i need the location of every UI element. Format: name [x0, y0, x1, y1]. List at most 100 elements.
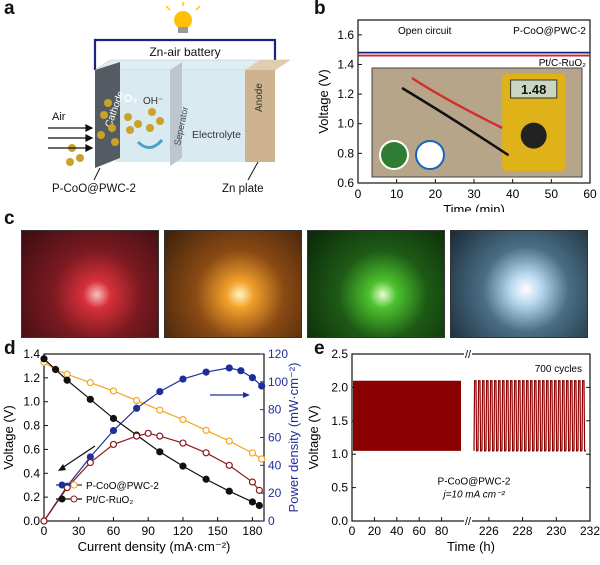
y-tick-label: 0.6: [23, 442, 40, 456]
x-axis-label: Time (h): [447, 539, 495, 554]
multimeter-screen: [510, 79, 558, 99]
x-tick-label: 0: [355, 187, 362, 201]
x-axis-label: Current density (mA·cm⁻²): [78, 539, 231, 554]
data-point: [255, 486, 263, 494]
data-point: [156, 432, 164, 440]
plot-frame: [43, 353, 265, 522]
oh-label: OH⁻: [143, 96, 163, 107]
black-lead: [401, 86, 510, 157]
y2-tick-label: 20: [268, 486, 282, 500]
y-tick-label: 0.8: [23, 419, 40, 433]
x-tick-label: 60: [583, 187, 597, 201]
legend-label-1: Pt/C-RuO₂: [539, 58, 586, 69]
data-point: [109, 440, 118, 449]
y2-tick-label: 60: [268, 431, 282, 445]
legend-marker-1: [58, 495, 66, 503]
photo-white-led: [450, 230, 588, 338]
data-point: [63, 376, 71, 384]
photo-green-led: [307, 230, 445, 338]
y-tick-label: 0.0: [23, 514, 40, 528]
x-tick-label: 90: [142, 524, 156, 538]
logo-left: [379, 140, 409, 170]
data-point: [179, 462, 187, 470]
y-tick-label: 0.5: [331, 481, 348, 495]
x-tick-label: 30: [72, 524, 86, 538]
data-point: [248, 449, 257, 457]
y-tick-label: 1.2: [337, 87, 354, 101]
chart-d-polarization: 0 30 60 90 120 150 180 0.0 0.2 0.4 0.6 0.8 1.0 1.2 1.4…: [1, 347, 301, 554]
data-point: [144, 429, 152, 437]
air-label: Air: [52, 111, 66, 123]
series-line-3: [43, 432, 260, 522]
air-arrows: [48, 124, 94, 152]
zn-air-battery-schematic: Zn-air battery Cathode O₂ OH⁻ Seperator …: [48, 2, 291, 195]
x-tick-label: 226: [479, 524, 499, 538]
data-point: [40, 517, 48, 525]
y-tick-label: 0.2: [23, 490, 40, 504]
y-tick-label: 1.5: [331, 414, 348, 428]
y-tick-label: 0.0: [331, 514, 348, 528]
arrow-to-voltage-axis: [61, 445, 96, 469]
data-point: [156, 448, 164, 456]
data-point: [179, 439, 187, 447]
x-tick-label: 60: [413, 524, 427, 538]
y-tick-label: 1.2: [23, 371, 40, 385]
x-tick-label: 80: [435, 524, 449, 538]
y-tick-label: 1.4: [23, 347, 40, 361]
data-point: [179, 375, 187, 383]
circuit-wire: [93, 38, 277, 70]
zn-plate-label: Zn plate: [222, 183, 264, 195]
logo-right: [415, 140, 445, 170]
legend-label-1: Pt/C-RuO₂: [86, 495, 133, 506]
arrow-head-left: [58, 464, 66, 471]
y-tick-label: 0.8: [337, 146, 354, 160]
anode-label: Anode: [254, 83, 265, 112]
data-point: [63, 370, 71, 378]
data-point: [133, 404, 141, 412]
data-point: [156, 406, 164, 414]
panel-label-a: a: [4, 0, 15, 19]
data-point: [225, 437, 233, 445]
axis-break-top: //: [465, 349, 472, 361]
x-tick-label: 10: [390, 187, 404, 201]
y2-tick-label: 100: [268, 375, 288, 389]
x-axis-label: Time (min): [443, 202, 505, 212]
data-point: [86, 458, 94, 467]
data-point: [248, 498, 257, 506]
data-point: [258, 455, 266, 463]
o2-label: O₂: [124, 93, 138, 105]
legend-marker-1: [70, 495, 78, 503]
red-lead: [411, 76, 503, 130]
sample-label: P-CoO@PWC-2: [438, 476, 511, 487]
data-point: [109, 414, 118, 423]
y-tick-label: 2.5: [331, 347, 348, 361]
x-tick-label: 120: [173, 524, 193, 538]
y-tick-label: 1.0: [337, 117, 354, 131]
x-tick-label: 180: [242, 524, 262, 538]
data-point: [225, 461, 233, 469]
y-tick-label: 0.6: [337, 176, 354, 190]
x-tick-label: 40: [390, 524, 404, 538]
axis-break-top-mask: [464, 351, 472, 357]
data-point: [156, 387, 164, 396]
data-point: [51, 365, 60, 374]
x-tick-label: 30: [467, 187, 481, 201]
y-axis-label: Voltage (V): [316, 69, 331, 133]
data-point: [202, 368, 210, 376]
legend-label-0: P-CoO@PWC-2: [86, 481, 159, 492]
cycling-block-left: [353, 380, 461, 451]
data-point: [225, 487, 233, 495]
photo-orange-led: [164, 230, 302, 338]
x-tick-label: 0: [41, 524, 48, 538]
separator-membrane: [170, 62, 182, 166]
data-point: [248, 478, 257, 486]
data-point: [202, 426, 210, 434]
axis-break-bottom: //: [465, 516, 472, 528]
data-point: [255, 501, 263, 510]
data-point: [109, 426, 118, 435]
light-bulb-icon: [165, 2, 201, 33]
y2-tick-label: 120: [268, 347, 288, 361]
photo-red-led: [21, 230, 159, 338]
data-point: [248, 374, 257, 382]
y-tick-label: 1.6: [337, 28, 354, 42]
